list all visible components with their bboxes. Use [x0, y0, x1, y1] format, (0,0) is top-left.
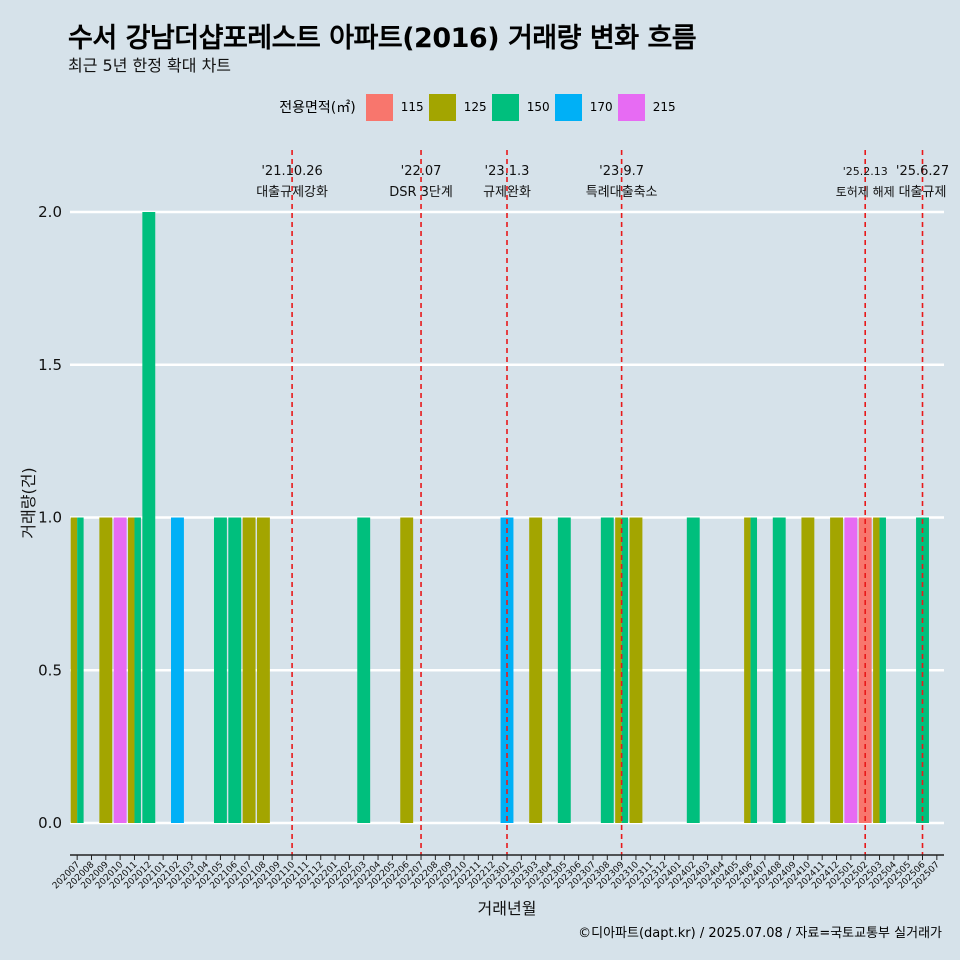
y-tick-label: 2.0	[38, 203, 62, 221]
bar-202105-150	[213, 517, 227, 823]
legend-label-150: 150	[526, 100, 550, 114]
y-axis-title: 거래량(건)	[19, 467, 38, 538]
bar-202007-150	[77, 517, 84, 823]
event-date-label: '23.9.7	[599, 164, 644, 179]
y-tick-label: 0.0	[38, 814, 62, 832]
y-tick-label: 1.0	[38, 509, 62, 527]
legend-label-215: 215	[652, 100, 676, 114]
bar-202309-150	[621, 517, 629, 823]
bar-202303-125	[529, 517, 543, 823]
event-name-label: 특례대출축소	[586, 185, 658, 200]
bar-202106-150	[228, 517, 242, 823]
bar-202203-150	[357, 517, 371, 823]
legend-item-125: 125	[428, 93, 487, 121]
bar-202310-125	[629, 517, 643, 823]
bar-202012-150	[142, 212, 156, 823]
event-date-label: '22.07	[401, 164, 442, 179]
x-axis-title: 거래년월	[478, 899, 537, 918]
bar-202503-125	[873, 517, 880, 823]
bar-202007-125	[70, 517, 78, 823]
event-name-label: 규제완화	[483, 185, 531, 200]
event-name-label: 대출규제	[899, 185, 947, 200]
y-tick-label: 1.5	[38, 356, 62, 374]
bar-202503-150	[879, 517, 886, 823]
legend-label-170: 170	[589, 100, 613, 114]
bar-202102-170	[171, 517, 184, 823]
legend-item-150: 150	[491, 93, 550, 121]
source-footer: ©디아파트(dapt.kr) / 2025.07.08 / 자료=국토교통부 실…	[578, 926, 942, 941]
legend-label-125: 125	[463, 100, 487, 114]
bar-202412-125	[830, 517, 843, 823]
bar-202308-150	[600, 517, 614, 823]
bar-202309-125	[615, 517, 622, 823]
legend-swatch-150	[491, 93, 519, 121]
event-name-label: DSR 3단계	[389, 185, 453, 200]
legend-label-115: 115	[400, 100, 424, 114]
event-date-label: '23.1.3	[485, 164, 530, 179]
bar-202009-125	[99, 517, 113, 823]
legend-item-170: 170	[554, 93, 613, 121]
bar-202108-125	[256, 517, 270, 823]
event-name-label: 대출규제강화	[256, 185, 328, 200]
bar-202011-150	[134, 517, 141, 823]
bar-202506-150	[916, 517, 929, 823]
legend-swatch-170	[554, 93, 582, 121]
bar-202107-125	[242, 517, 256, 823]
bar-202501-215	[844, 517, 858, 823]
bar-202406-150	[750, 517, 758, 823]
bar-202408-150	[772, 517, 786, 823]
bar-202206-125	[400, 517, 414, 823]
event-date-label: '25.2.13	[843, 165, 888, 178]
legend-swatch-125	[428, 93, 456, 121]
bar-202301-170	[500, 517, 514, 823]
bar-202010-215	[113, 517, 127, 823]
event-date-label: '25.6.27	[896, 164, 949, 179]
event-date-label: '21.10.26	[261, 164, 322, 179]
legend-swatch-115	[365, 93, 393, 121]
bar-202011-125	[128, 517, 135, 823]
bar-202305-150	[557, 517, 571, 823]
legend-item-215: 215	[617, 93, 676, 121]
legend: 전용면적(㎡) 115 125 150 170 215	[0, 92, 960, 122]
chart-title: 수서 강남더샵포레스트 아파트(2016) 거래량 변화 흐름	[68, 23, 697, 54]
bar-202410-125	[801, 517, 815, 823]
event-name-label: 토허제 해제	[836, 185, 895, 199]
chart-subtitle: 최근 5년 한정 확대 차트	[68, 56, 232, 75]
y-tick-label: 0.5	[38, 661, 62, 679]
bar-202402-150	[686, 517, 700, 823]
legend-swatch-215	[617, 93, 645, 121]
legend-item-115: 115	[365, 93, 424, 121]
legend-title: 전용면적(㎡)	[279, 100, 356, 116]
bar-202502-115	[858, 517, 872, 823]
bar-202406-125	[744, 517, 751, 823]
